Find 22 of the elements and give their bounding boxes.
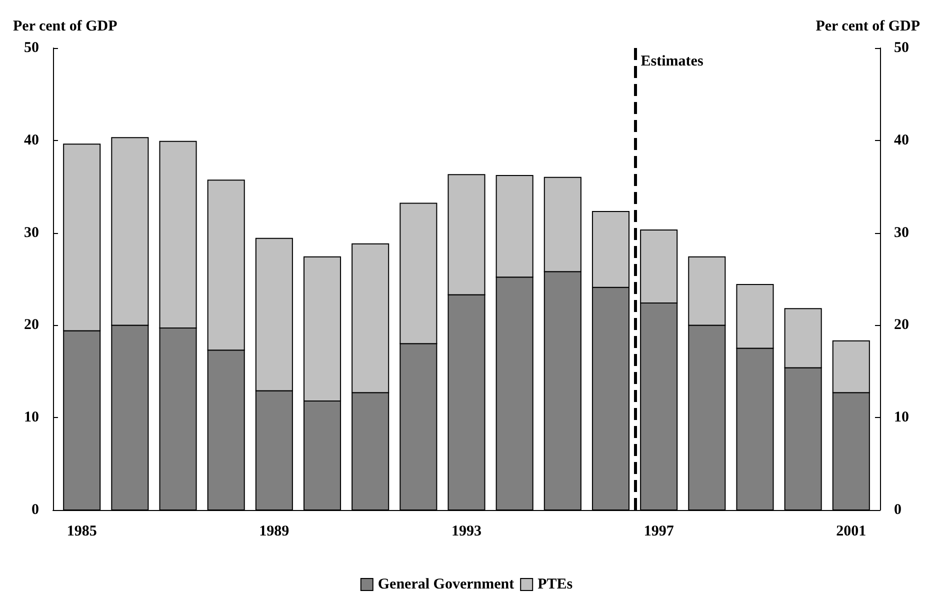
x-tick-label: 1997 bbox=[644, 524, 674, 540]
legend-label: PTEs bbox=[538, 576, 573, 592]
y2-axis-title: Per cent of GDP bbox=[816, 18, 920, 34]
y-tick-label: 50 bbox=[24, 40, 39, 56]
y2-tick-label: 10 bbox=[894, 410, 909, 426]
ref-line-label: Estimates bbox=[640, 54, 704, 70]
y-tick-label: 0 bbox=[32, 502, 39, 518]
y2-tick-label: 30 bbox=[894, 224, 909, 241]
y2-tick-label: 40 bbox=[894, 132, 909, 148]
x-tick-label: 2001 bbox=[836, 524, 866, 540]
y2-tick-label: 0 bbox=[894, 502, 902, 518]
x-tick-label: 1993 bbox=[452, 524, 482, 540]
y-tick-label: 20 bbox=[24, 317, 39, 334]
y-axis-title: Per cent of GDP bbox=[13, 18, 118, 34]
y-tick-label: 10 bbox=[24, 410, 39, 426]
y2-tick-label: 20 bbox=[894, 317, 909, 334]
legend-label: General Government bbox=[378, 576, 514, 592]
x-tick-label: 1989 bbox=[259, 524, 290, 540]
y-tick-label: 30 bbox=[24, 224, 39, 241]
y2-tick-label: 50 bbox=[894, 40, 909, 56]
x-tick-label: 1985 bbox=[66, 524, 97, 540]
y-tick-label: 40 bbox=[24, 132, 39, 148]
